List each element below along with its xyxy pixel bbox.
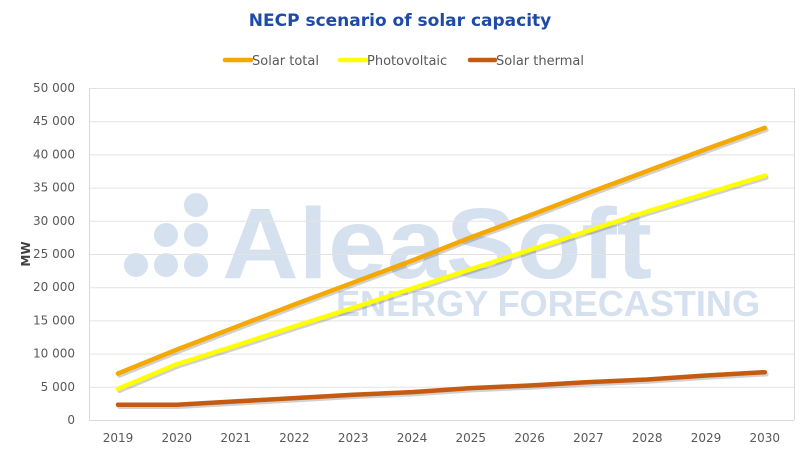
y-tick-label: 35 000 [33,181,75,195]
y-tick-label: 25 000 [33,247,75,261]
legend-label-photovoltaic: Photovoltaic [367,54,447,69]
x-tick-label: 2025 [456,431,487,445]
y-tick-label: 20 000 [33,280,75,294]
y-tick-label: 45 000 [33,114,75,128]
legend: Solar total Photovoltaic Solar thermal [222,54,584,69]
x-tick-label: 2022 [279,431,310,445]
watermark-dot [184,253,208,277]
watermark-dot [154,223,178,247]
x-axis-ticks: 2019 2020 2021 2022 2023 2024 2025 2026 2027 2028… [103,431,780,445]
series-line-solar-total [115,125,768,376]
y-tick-label: 50 000 [33,81,75,95]
x-tick-label: 2028 [632,431,663,445]
x-tick-label: 2023 [338,431,369,445]
y-axis-label: MW [19,241,33,266]
watermark-dot [184,193,208,217]
watermark-dot [124,253,148,277]
y-axis-ticks: 0 5 000 10 000 15 000 20 000 25 000 30 000 35 0… [33,81,75,427]
x-tick-label: 2021 [220,431,251,445]
x-tick-label: 2026 [514,431,545,445]
gridlines [89,88,795,421]
y-tick-label: 30 000 [33,214,75,228]
series-line-solar-thermal [115,369,768,407]
y-tick-label: 5 000 [41,380,75,394]
y-tick-label: 10 000 [33,347,75,361]
series-shadow-solar-total [117,127,769,378]
y-tick-label: 0 [67,413,75,427]
x-tick-label: 2030 [750,431,781,445]
y-tick-label: 15 000 [33,313,75,327]
y-tick-label: 40 000 [33,147,75,161]
watermark-tagline: ENERGY FORECASTING [336,283,760,324]
x-tick-label: 2029 [691,431,722,445]
watermark-dot [154,253,178,277]
series-line-photovoltaic [115,173,768,392]
x-tick-label: 2027 [573,431,604,445]
series-shadow-photovoltaic [117,175,769,394]
chart-title: NECP scenario of solar capacity [249,11,552,31]
x-tick-label: 2019 [103,431,134,445]
x-tick-label: 2024 [397,431,428,445]
watermark-dot [184,223,208,247]
x-tick-label: 2020 [162,431,193,445]
legend-label-solar-total: Solar total [252,54,319,69]
legend-label-solar-thermal: Solar thermal [496,54,584,69]
series-lines [115,125,769,409]
